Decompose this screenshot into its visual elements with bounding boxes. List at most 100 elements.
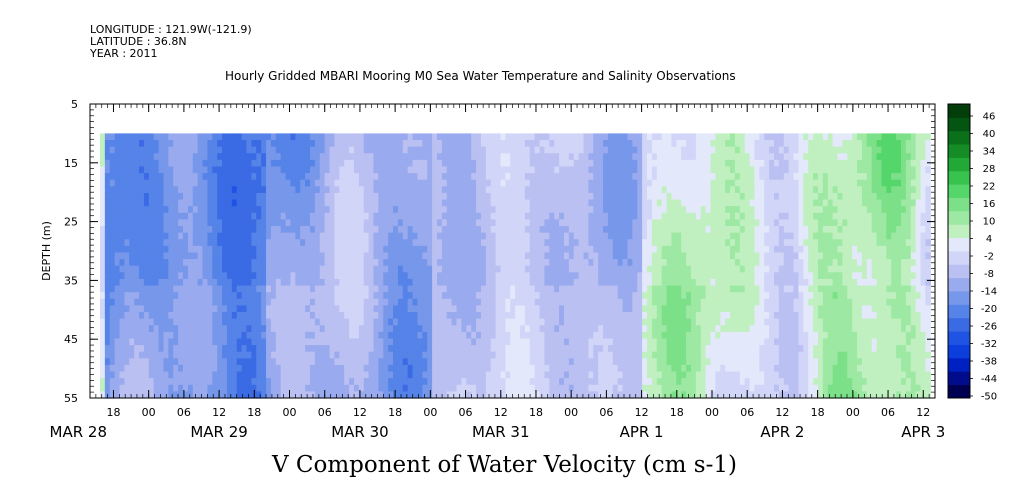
heatmap-cell xyxy=(686,384,692,392)
heatmap-cell xyxy=(510,391,516,399)
heatmap-cell xyxy=(622,325,629,333)
heatmap-cell xyxy=(124,140,130,148)
heatmap-cell xyxy=(270,358,277,366)
heatmap-cell xyxy=(607,364,614,373)
heatmap-cell xyxy=(505,371,511,379)
heatmap-cell xyxy=(598,179,604,187)
heatmap-cell xyxy=(476,312,482,320)
heatmap-cell xyxy=(270,153,277,161)
heatmap-cell xyxy=(647,305,653,313)
heatmap-cell xyxy=(353,325,360,333)
heatmap-cell xyxy=(568,331,575,340)
heatmap-cell xyxy=(407,173,414,181)
heatmap-cell xyxy=(451,331,458,340)
heatmap-cell xyxy=(690,232,697,240)
heatmap-cell xyxy=(422,199,428,207)
heatmap-cell xyxy=(432,292,438,300)
heatmap-cell xyxy=(554,278,560,287)
heatmap-cell xyxy=(344,219,350,227)
heatmap-cell xyxy=(661,133,668,141)
heatmap-cell xyxy=(583,384,589,392)
heatmap-cell xyxy=(349,259,355,267)
heatmap-cell xyxy=(436,318,443,326)
heatmap-cell xyxy=(368,206,375,214)
heatmap-cell xyxy=(471,312,477,320)
heatmap-cell xyxy=(417,364,423,373)
heatmap-cell xyxy=(143,206,150,214)
heatmap-cell xyxy=(104,159,111,168)
heatmap-cell xyxy=(476,378,482,386)
heatmap-cell xyxy=(378,278,384,287)
heatmap-cell xyxy=(148,318,155,326)
heatmap-cell xyxy=(99,186,106,194)
heatmap-cell xyxy=(700,179,707,187)
heatmap-cell xyxy=(148,331,155,340)
heatmap-cell xyxy=(505,199,511,207)
heatmap-cell xyxy=(539,312,546,320)
heatmap-cell xyxy=(353,265,360,273)
heatmap-cell xyxy=(666,259,673,267)
heatmap-cell xyxy=(436,146,443,154)
heatmap-cell xyxy=(568,212,575,220)
heatmap-cell xyxy=(388,153,394,161)
heatmap-cell xyxy=(573,186,580,194)
heatmap-cell xyxy=(695,186,702,194)
heatmap-cell xyxy=(358,146,365,154)
heatmap-cell xyxy=(119,186,125,194)
heatmap-cell xyxy=(388,192,394,201)
heatmap-cell xyxy=(104,364,111,373)
heatmap-cell xyxy=(554,226,560,234)
heatmap-cell xyxy=(261,312,267,320)
heatmap-cell xyxy=(266,338,272,346)
heatmap-cell xyxy=(612,212,619,220)
heatmap-cell xyxy=(402,338,409,346)
heatmap-cell xyxy=(559,146,565,154)
heatmap-cell xyxy=(495,192,502,201)
heatmap-cell xyxy=(314,371,321,379)
heatmap-cell xyxy=(143,265,150,273)
heatmap-cell xyxy=(173,345,179,353)
heatmap-cell xyxy=(505,331,511,340)
heatmap-cell xyxy=(539,371,546,379)
heatmap-cell xyxy=(187,245,194,254)
heatmap-cell xyxy=(270,371,277,379)
heatmap-cell xyxy=(168,312,174,320)
heatmap-cell xyxy=(456,219,463,227)
heatmap-cell xyxy=(353,245,360,254)
heatmap-cell xyxy=(275,272,282,280)
heatmap-cell xyxy=(647,371,653,379)
heatmap-cell xyxy=(686,371,692,379)
heatmap-cell xyxy=(549,133,555,141)
heatmap-cell xyxy=(695,153,702,161)
heatmap-cell xyxy=(314,159,321,168)
heatmap-cell xyxy=(349,312,355,320)
heatmap-cell xyxy=(681,358,687,366)
heatmap-cell xyxy=(187,312,194,320)
heatmap-cell xyxy=(378,206,384,214)
heatmap-cell xyxy=(612,179,619,187)
heatmap-cell xyxy=(368,259,375,267)
heatmap-cell xyxy=(476,259,482,267)
heatmap-cell xyxy=(148,358,155,366)
heatmap-cell xyxy=(549,252,555,260)
heatmap-cell xyxy=(261,199,267,207)
heatmap-cell xyxy=(456,146,463,154)
heatmap-cell xyxy=(480,166,487,174)
heatmap-cell xyxy=(686,159,692,168)
heatmap-cell xyxy=(353,345,360,353)
heatmap-cell xyxy=(422,212,428,220)
heatmap-cell xyxy=(510,318,516,326)
heatmap-cell xyxy=(368,186,375,194)
heatmap-cell xyxy=(656,318,663,326)
heatmap-cell xyxy=(334,186,340,194)
heatmap-cell xyxy=(319,378,326,386)
heatmap-cell xyxy=(143,292,150,300)
heatmap-cell xyxy=(573,133,580,141)
heatmap-cell xyxy=(588,140,594,148)
heatmap-cell xyxy=(158,345,165,353)
heatmap-cell xyxy=(168,318,174,326)
heatmap-cell xyxy=(407,358,414,366)
heatmap-cell xyxy=(632,146,638,154)
heatmap-cell xyxy=(476,371,482,379)
heatmap-cell xyxy=(109,272,116,280)
